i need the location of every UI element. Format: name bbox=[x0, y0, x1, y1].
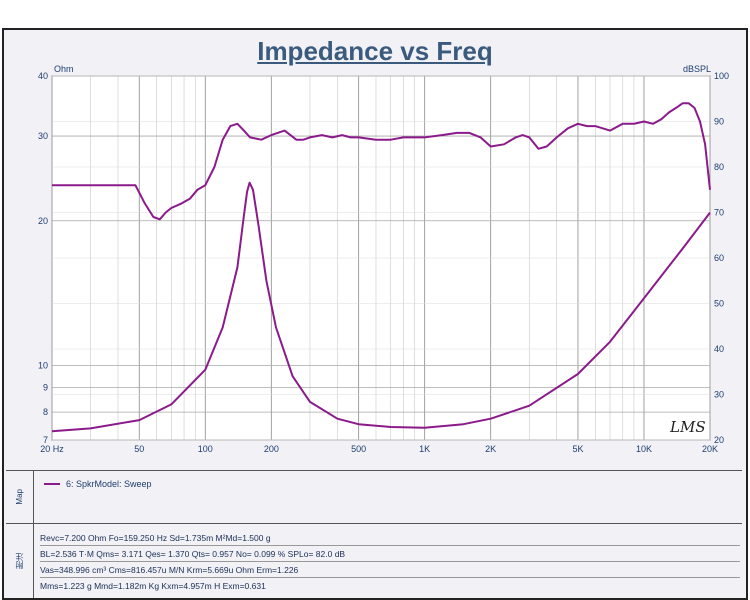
y-left-tick-label: 9 bbox=[43, 383, 48, 393]
y-right-tick-label: 100 bbox=[714, 71, 729, 81]
y-left-tick-label: 20 bbox=[38, 216, 48, 226]
param-divider bbox=[40, 545, 740, 546]
y-right-tick-label: 90 bbox=[714, 117, 724, 127]
param-divider bbox=[40, 561, 740, 562]
legend-swatch bbox=[44, 483, 60, 485]
param-row: Mms=1.223 g Mmd=1.182m Kg Kxm=4.957m H E… bbox=[40, 581, 266, 591]
x-tick-label: 1K bbox=[419, 444, 430, 454]
legend-panel: Map 6: SpkrModel: Sweep bbox=[6, 470, 742, 524]
x-tick-label: 100 bbox=[198, 444, 213, 454]
parameters-panel: 附注 Revc=7.200 Ohm Fo=159.250 Hz Sd=1.735… bbox=[6, 523, 742, 598]
param-row: Revc=7.200 Ohm Fo=159.250 Hz Sd=1.735m M… bbox=[40, 533, 271, 543]
y-left-tick-label: 30 bbox=[38, 131, 48, 141]
impedance-curve bbox=[51, 181, 711, 433]
spl-curve bbox=[52, 102, 711, 221]
x-tick-label: 2K bbox=[485, 444, 496, 454]
tick-labels: 20 Hz 50 100 200 500 1K 2K 5K 10K 20K 7 8 9 10 20 30 40 2… bbox=[38, 71, 729, 454]
x-tick-label: 200 bbox=[264, 444, 279, 454]
y-right-tick-label: 40 bbox=[714, 344, 724, 354]
y-right-tick-label: 20 bbox=[714, 435, 724, 445]
right-axis-unit: dBSPL bbox=[683, 64, 712, 74]
x-tick-label: 500 bbox=[351, 444, 366, 454]
x-tick-label: 10K bbox=[636, 444, 652, 454]
legend-tab[interactable]: Map bbox=[6, 471, 34, 523]
x-tick-label: 5K bbox=[572, 444, 583, 454]
y-right-tick-label: 60 bbox=[714, 253, 724, 263]
param-row: BL=2.536 T·M Qms= 3.171 Qes= 1.370 Qts= … bbox=[40, 549, 346, 559]
y-right-tick-label: 70 bbox=[714, 208, 724, 218]
left-axis-unit: Ohm bbox=[54, 64, 74, 74]
x-tick-label: 20 Hz bbox=[40, 444, 64, 454]
y-right-tick-label: 30 bbox=[714, 390, 724, 400]
param-row: Vas=348.996 cm³ Cms=816.457u M/N Krm=5.6… bbox=[40, 565, 299, 575]
x-tick-label: 50 bbox=[134, 444, 144, 454]
y-left-tick-label: 7 bbox=[43, 435, 48, 445]
y-left-tick-label: 10 bbox=[38, 361, 48, 371]
legend-item[interactable]: 6: SpkrModel: Sweep bbox=[66, 479, 152, 489]
curves bbox=[51, 102, 711, 433]
y-right-tick-label: 50 bbox=[714, 299, 724, 309]
params-tab[interactable]: 附注 bbox=[6, 523, 34, 598]
param-divider bbox=[40, 577, 740, 578]
x-tick-label: 20K bbox=[702, 444, 718, 454]
y-left-tick-label: 8 bbox=[43, 407, 48, 417]
y-right-tick-label: 80 bbox=[714, 162, 724, 172]
chart-title: Impedance vs Freq bbox=[257, 36, 493, 66]
grid bbox=[51, 75, 711, 441]
y-left-tick-label: 40 bbox=[38, 71, 48, 81]
lms-watermark: LMS bbox=[669, 418, 706, 436]
